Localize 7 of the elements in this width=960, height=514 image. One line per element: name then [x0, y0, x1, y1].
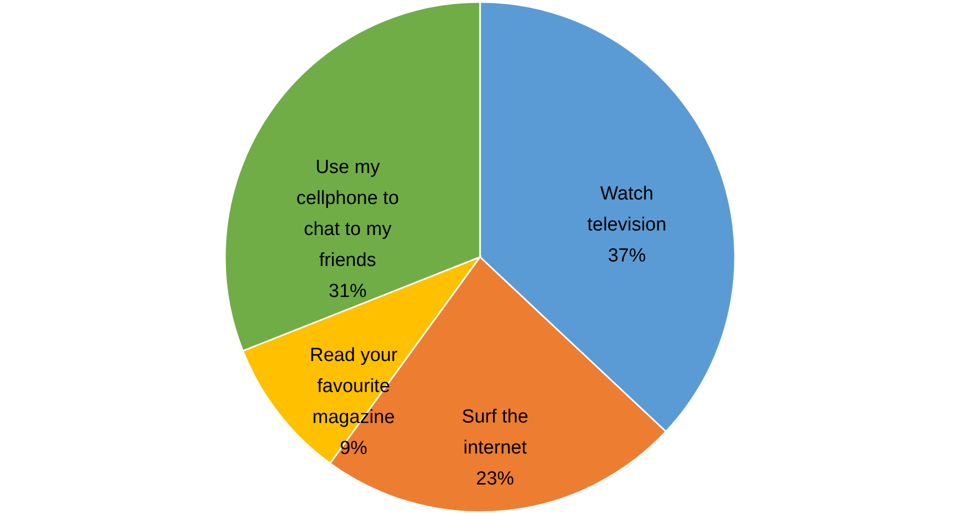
data-label: 31% — [328, 281, 367, 302]
data-label: 23% — [476, 468, 514, 490]
data-label: 37% — [608, 245, 646, 266]
slice-label: Use my cellphone to chat to my friends — [296, 157, 399, 272]
slice-label: Watch television — [587, 183, 666, 236]
data-label: 9% — [340, 438, 368, 460]
slice-label: Surf the internet — [462, 406, 528, 458]
